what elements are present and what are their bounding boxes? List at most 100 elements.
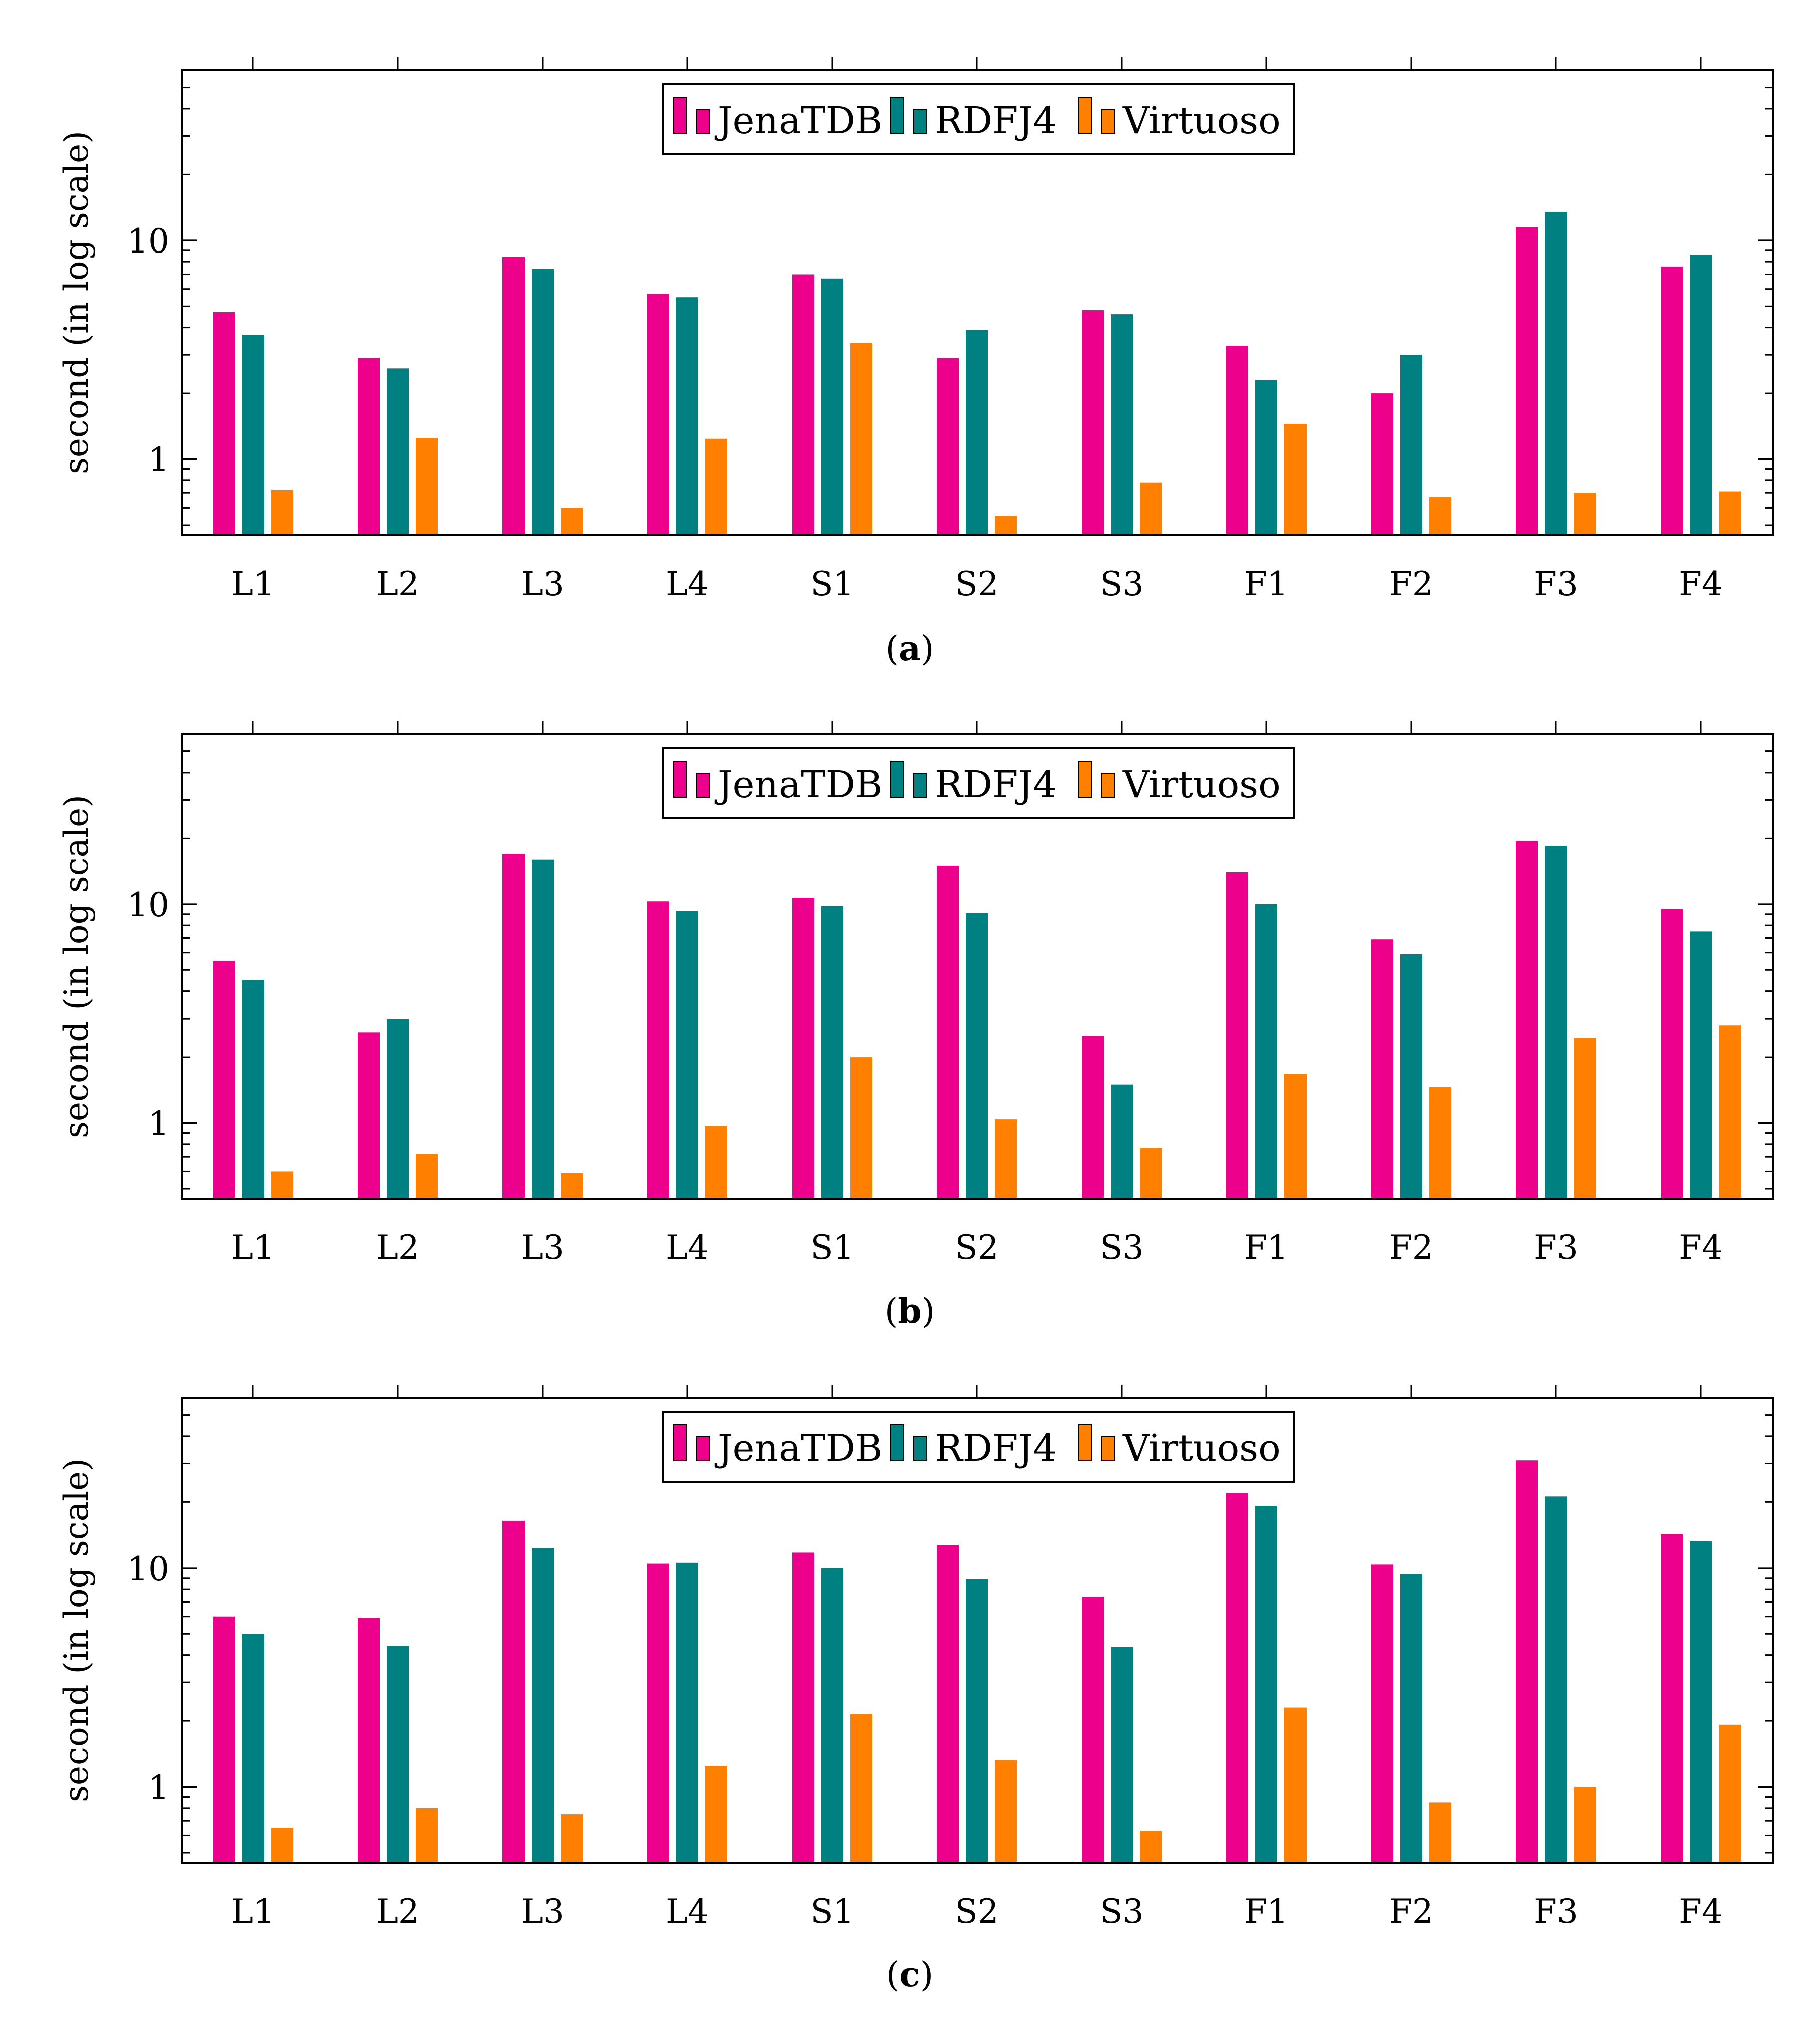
bar-virtuoso-l3 (561, 1173, 583, 1199)
bar-jenatdb-s1 (792, 898, 814, 1199)
legend: JenaTDB RDFJ4 Virtuoso (662, 83, 1295, 155)
bar-virtuoso-f4 (1719, 491, 1741, 535)
legend-swatch-virtuoso (1078, 761, 1092, 798)
legend-label-virtuoso: Virtuoso (1122, 763, 1281, 806)
bar-rdfj4-s1 (821, 906, 843, 1199)
y-tick-label: 10 (127, 1550, 169, 1588)
x-tick-label: S2 (955, 1892, 998, 1931)
legend: JenaTDB RDFJ4 Virtuoso (662, 1411, 1295, 1483)
bar-jenatdb-f4 (1661, 909, 1683, 1199)
y-axis-label: second (in log scale) (57, 1458, 96, 1802)
bar-rdfj4-f3 (1545, 846, 1567, 1199)
legend-swatch-jenatdb-small (696, 773, 710, 798)
bar-jenatdb-f1 (1226, 872, 1248, 1199)
bar-virtuoso-l4 (705, 438, 727, 535)
x-tick-label: L4 (666, 1892, 709, 1931)
panel-b: L1 L2 L3 L4 S1 S2 S3 F1 F2 F3 F4 1 10 second (in log … (57, 721, 1774, 1331)
bar-rdfj4-f3 (1545, 211, 1567, 536)
panel-a: L1 L2 L3 L4 S1 S2 S3 F1 F2 F3 F4 1 10 second (in log … (57, 57, 1774, 669)
bar-jenatdb-f4 (1661, 1534, 1683, 1863)
y-tick-label: 1 (148, 441, 169, 479)
bar-jenatdb-s2 (937, 1545, 959, 1863)
x-tick-label: L1 (231, 1228, 275, 1267)
legend-swatch-jenatdb (673, 97, 687, 134)
bar-virtuoso-s2 (995, 1119, 1017, 1199)
bar-jenatdb-s3 (1082, 310, 1104, 535)
bar-virtuoso-s2 (995, 516, 1017, 535)
bar-virtuoso-l1 (271, 1828, 293, 1863)
bar-rdfj4-f3 (1545, 1496, 1567, 1863)
x-tick-label: F4 (1679, 1228, 1723, 1267)
x-tick-label: S1 (810, 565, 854, 603)
bar-rdfj4-s1 (821, 1568, 843, 1863)
bar-virtuoso-f4 (1719, 1025, 1741, 1199)
bar-rdfj4-f2 (1400, 355, 1422, 535)
bar-virtuoso-l1 (271, 490, 293, 535)
bar-rdfj4-l3 (532, 1548, 554, 1863)
bar-virtuoso-f3 (1574, 493, 1596, 535)
bar-rdfj4-l2 (387, 1646, 409, 1863)
bar-virtuoso-f3 (1574, 1038, 1596, 1199)
panel-caption: (c) (886, 1955, 933, 1995)
x-tick-label: F3 (1534, 1228, 1578, 1267)
x-tick-label: L2 (376, 1892, 419, 1931)
panel-caption-letter: a (899, 629, 921, 669)
bar-virtuoso-s1 (850, 1714, 872, 1863)
bar-rdfj4-s3 (1111, 1647, 1133, 1863)
bar-virtuoso-l3 (561, 508, 583, 535)
bar-jenatdb-f3 (1516, 227, 1538, 535)
x-tick-label: L4 (666, 565, 709, 603)
bar-rdfj4-s2 (966, 1579, 988, 1863)
bar-rdfj4-f1 (1255, 380, 1277, 535)
bar-rdfj4-s3 (1111, 314, 1133, 535)
x-tick-label: S3 (1100, 1892, 1143, 1931)
legend-label-virtuoso: Virtuoso (1122, 99, 1281, 142)
bar-jenatdb-s1 (792, 274, 814, 535)
panel-caption: (a) (885, 629, 934, 669)
x-tick-label: S2 (955, 565, 998, 603)
bar-jenatdb-f2 (1371, 1564, 1393, 1863)
bar-jenatdb-f1 (1226, 1493, 1248, 1863)
x-tick-label: F1 (1244, 1892, 1288, 1931)
legend-box (662, 1411, 1295, 1483)
bar-jenatdb-l3 (502, 1520, 525, 1863)
bar-virtuoso-f2 (1429, 1802, 1451, 1863)
bar-jenatdb-f3 (1516, 841, 1538, 1199)
bar-rdfj4-s3 (1111, 1084, 1133, 1199)
legend-box (662, 83, 1295, 155)
bar-virtuoso-l2 (416, 1154, 438, 1199)
x-tick-label: L4 (666, 1228, 709, 1267)
legend-swatch-virtuoso (1078, 97, 1092, 134)
bar-jenatdb-l4 (647, 1563, 669, 1863)
bar-jenatdb-f1 (1226, 346, 1248, 535)
y-tick-label: 10 (127, 222, 169, 261)
y-axis-label: second (in log scale) (57, 795, 96, 1138)
legend-label-jenatdb: JenaTDB (714, 763, 882, 806)
legend-swatch-jenatdb-small (696, 1436, 710, 1461)
bar-virtuoso-f1 (1284, 424, 1307, 535)
x-tick-label: L2 (376, 1228, 419, 1267)
x-tick-label: S1 (810, 1892, 854, 1931)
bar-jenatdb-l2 (358, 1032, 380, 1199)
bar-jenatdb-l2 (358, 1618, 380, 1863)
bar-virtuoso-l2 (416, 1808, 438, 1863)
x-tick-label: S3 (1100, 565, 1143, 603)
bar-virtuoso-l1 (271, 1171, 293, 1199)
bar-jenatdb-l3 (502, 257, 525, 535)
x-tick-label: S2 (955, 1228, 998, 1267)
legend: JenaTDB RDFJ4 Virtuoso (662, 747, 1295, 819)
legend-swatch-rdfj4-small (913, 109, 927, 134)
bar-rdfj4-l4 (676, 297, 698, 535)
bar-virtuoso-s2 (995, 1760, 1017, 1863)
legend-swatch-rdfj4 (890, 1424, 904, 1461)
legend-label-rdfj4: RDFJ4 (935, 1427, 1057, 1470)
bar-jenatdb-s3 (1082, 1596, 1104, 1863)
bar-jenatdb-s3 (1082, 1036, 1104, 1199)
legend-swatch-jenatdb (673, 761, 687, 798)
bar-jenatdb-l4 (647, 901, 669, 1199)
x-tick-label: F3 (1534, 1892, 1578, 1931)
bar-virtuoso-l2 (416, 438, 438, 535)
x-tick-label: S1 (810, 1228, 854, 1267)
bar-virtuoso-s3 (1140, 1831, 1162, 1863)
